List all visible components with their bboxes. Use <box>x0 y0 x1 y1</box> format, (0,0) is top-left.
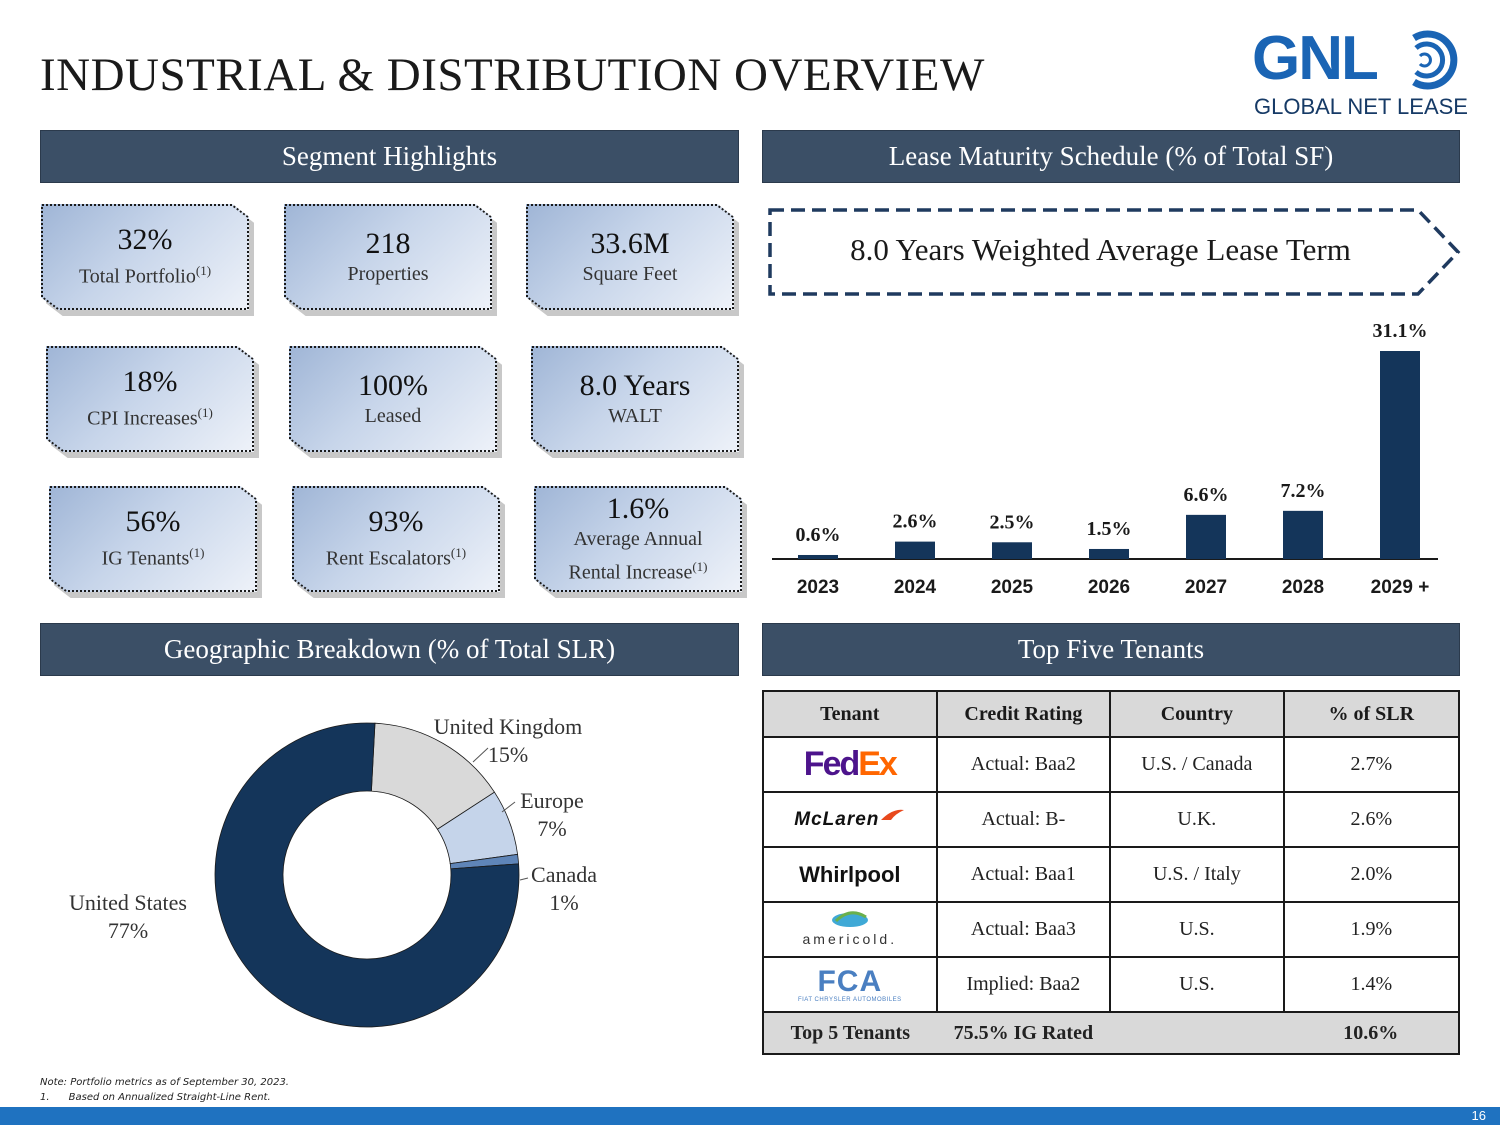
leader-line <box>472 747 489 763</box>
leader-line <box>519 877 529 881</box>
bar-data-label: 1.5% <box>1087 518 1132 540</box>
bar-data-label: 2.5% <box>990 511 1035 533</box>
page-title: INDUSTRIAL & DISTRIBUTION OVERVIEW <box>40 49 985 101</box>
x-tick-label: 2025 <box>991 577 1034 598</box>
leader-line <box>501 801 516 813</box>
whirlpool-logo: Whirlpool <box>762 846 938 903</box>
page-number: 16 <box>1471 1108 1486 1123</box>
footnotes: Note: Portfolio metrics as of September … <box>40 1077 289 1103</box>
logo-tagline: GLOBAL NET LEASE <box>1254 94 1468 119</box>
bar-data-label: 7.2% <box>1281 480 1326 502</box>
highlight-card: 8.0 Years WALT <box>531 346 739 452</box>
table-row: Whirlpool Actual: Baa1 U.S. / Italy 2.0% <box>762 846 1461 903</box>
slice-label: United States <box>69 890 187 915</box>
x-tick-label: 2028 <box>1282 577 1324 598</box>
gnl-logo: GNL GLOBAL NET LEASE <box>1250 24 1470 124</box>
swirl-icon <box>1412 30 1458 90</box>
highlight-card: 33.6M Square Feet <box>526 204 734 310</box>
americold-logo: americold. <box>762 901 938 958</box>
fedex-logo: FedEx <box>762 736 938 793</box>
x-tick-label: 2029 + <box>1371 577 1430 598</box>
highlight-card: 218 Properties <box>284 204 492 310</box>
x-tick-label: 2024 <box>894 577 937 598</box>
bar-data-label: 31.1% <box>1373 320 1428 342</box>
bar <box>992 542 1032 559</box>
top-tenants-header: Top Five Tenants <box>762 623 1460 676</box>
x-tick-label: 2027 <box>1185 577 1227 598</box>
bar-data-label: 0.6% <box>796 524 841 546</box>
highlight-card: 32% Total Portfolio(1) <box>41 204 249 310</box>
col-slr: % of SLR <box>1282 690 1461 738</box>
fca-logo: FCA FIAT CHRYSLER AUTOMOBILES <box>762 956 938 1013</box>
lease-maturity-chart: 0.6% 2023 2.6% 2024 2.5% 2025 1.5% 2026 6.6% 2027… <box>772 320 1438 598</box>
walt-banner: 8.0 Years Weighted Average Lease Term <box>768 208 1462 298</box>
x-tick-label: 2026 <box>1088 577 1130 598</box>
table-row: FedEx Actual: Baa2 U.S. / Canada 2.7% <box>762 736 1461 793</box>
top-tenants-table: Tenant Credit Rating Country % of SLR Fe… <box>762 690 1461 1055</box>
mclaren-logo: McLaren <box>762 791 938 848</box>
slice-label: Europe <box>520 788 584 813</box>
walt-text: 8.0 Years Weighted Average Lease Term <box>850 232 1351 267</box>
bar <box>1186 514 1226 559</box>
logo-wordmark: GNL <box>1252 24 1379 93</box>
col-country: Country <box>1109 690 1285 738</box>
geographic-breakdown-header: Geographic Breakdown (% of Total SLR) <box>40 623 739 676</box>
slice-value-label: 7% <box>537 816 566 841</box>
bar <box>1283 510 1323 559</box>
bar <box>1380 351 1420 559</box>
slice-label: Canada <box>531 862 597 887</box>
slice-value-label: 15% <box>488 742 528 767</box>
slice-label: United Kingdom <box>434 714 583 739</box>
geographic-donut-chart: United Kingdom 15% Europe 7% Canada 1% United … <box>69 714 597 1028</box>
slice-value-label: 1% <box>549 890 578 915</box>
highlight-card: 56% IG Tenants(1) <box>49 486 257 592</box>
lease-maturity-header: Lease Maturity Schedule (% of Total SF) <box>762 130 1460 183</box>
donut-slice <box>214 722 520 1028</box>
table-total-row: Top 5 Tenants 75.5% IG Rated 10.6% <box>762 1011 1461 1055</box>
col-tenant: Tenant <box>762 690 938 738</box>
table-header-row: Tenant Credit Rating Country % of SLR <box>762 690 1461 738</box>
highlight-card: 100% Leased <box>289 346 497 452</box>
segment-highlights-header: Segment Highlights <box>40 130 739 183</box>
highlight-card: 1.6% Average Annual Rental Increase(1) <box>534 486 742 592</box>
bar <box>1089 548 1129 559</box>
highlight-card: 93% Rent Escalators(1) <box>292 486 500 592</box>
bar <box>895 541 935 559</box>
table-row: americold. Actual: Baa3 U.S. 1.9% <box>762 901 1461 958</box>
bar <box>798 554 838 559</box>
bar-data-label: 6.6% <box>1184 484 1229 506</box>
bar-data-label: 2.6% <box>893 511 938 533</box>
slice-value-label: 77% <box>108 918 148 943</box>
x-tick-label: 2023 <box>797 577 839 598</box>
footer-bar <box>0 1107 1500 1125</box>
highlight-card: 18% CPI Increases(1) <box>46 346 254 452</box>
table-row: FCA FIAT CHRYSLER AUTOMOBILES Implied: B… <box>762 956 1461 1013</box>
table-row: McLaren Actual: B- U.K. 2.6% <box>762 791 1461 848</box>
col-credit-rating: Credit Rating <box>935 690 1112 738</box>
